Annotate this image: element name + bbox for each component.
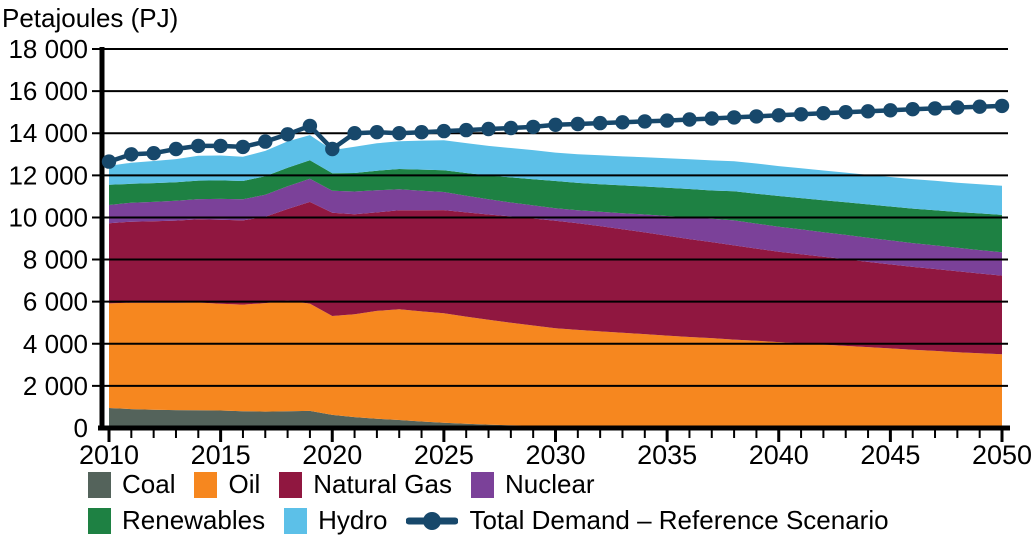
legend-swatch-oil (194, 471, 218, 498)
legend: Coal Oil Natural Gas Nuclear Renewables Hydro… (88, 468, 889, 537)
legend-item-natural-gas: Natural Gas (279, 469, 452, 500)
demand-point (816, 106, 831, 121)
y-axis-unit-title: Petajoules (PJ) (2, 3, 179, 33)
legend-label-oil: Oil (228, 469, 261, 499)
demand-point (838, 105, 853, 120)
demand-point (994, 98, 1010, 114)
demand-point (749, 109, 764, 124)
demand-point (146, 146, 161, 161)
y-axis-tick-label: 8 000 (23, 245, 88, 275)
demand-line-symbol-dot (423, 511, 442, 530)
demand-point (860, 104, 876, 119)
x-axis-tick-label: 2035 (637, 440, 697, 470)
legend-label-nuclear: Nuclear (505, 469, 595, 499)
legend-item-hydro: Hydro (284, 505, 387, 536)
legend-row: Coal Oil Natural Gas Nuclear (88, 468, 889, 501)
demand-point (481, 121, 496, 137)
demand-point (905, 102, 920, 117)
y-axis-tick-label: 14 000 (8, 118, 88, 148)
legend-item-oil: Oil (194, 469, 260, 500)
x-axis-tick-label: 2050 (972, 440, 1031, 470)
demand-point (950, 100, 965, 115)
demand-point (392, 126, 407, 141)
demand-point (213, 138, 228, 154)
demand-point (503, 120, 519, 136)
y-axis-tick-label: 12 000 (8, 160, 88, 190)
y-axis-tick-label: 2 000 (23, 371, 88, 401)
y-axis-tick-label: 10 000 (8, 202, 88, 232)
demand-point (191, 138, 206, 154)
demand-point (972, 99, 987, 114)
demand-point (883, 103, 898, 118)
legend-item-total-demand-reference-scenario: Total Demand – Reference Scenario (406, 505, 889, 536)
demand-point (793, 107, 809, 122)
demand-point (548, 117, 563, 132)
demand-point (347, 126, 362, 141)
demand-point (927, 101, 943, 116)
demand-point (101, 154, 117, 169)
legend-item-renewables: Renewables (88, 505, 265, 536)
legend-item-coal: Coal (88, 469, 175, 500)
legend-row: Renewables Hydro Total Demand – Reference … (88, 504, 889, 537)
demand-point (168, 141, 184, 157)
demand-point (637, 114, 652, 129)
demand-point (369, 125, 385, 140)
y-axis-tick-label: 16 000 (8, 76, 88, 106)
demand-point (124, 147, 139, 162)
legend-label-natural-gas: Natural Gas (313, 469, 452, 499)
legend-label-hydro: Hydro (318, 505, 388, 535)
demand-point (325, 141, 340, 157)
demand-point (682, 112, 697, 127)
area-natural-gas (109, 201, 1002, 355)
demand-point (258, 134, 273, 149)
area-oil (109, 300, 1002, 428)
legend-swatch-coal (88, 471, 111, 498)
x-axis-tick-label: 2025 (414, 440, 474, 470)
demand-point (704, 111, 719, 126)
y-axis-tick-label: 0 (74, 413, 88, 443)
demand-point (235, 139, 251, 155)
x-axis-tick-label: 2010 (79, 440, 139, 470)
demand-point (280, 127, 295, 142)
legend-label-total-demand-reference-scenario: Total Demand – Reference Scenario (469, 505, 889, 535)
x-axis-tick-label: 2020 (302, 440, 362, 470)
y-axis-tick-label: 4 000 (23, 329, 88, 359)
y-axis-tick-label: 6 000 (23, 287, 88, 317)
chart-canvas: 0 2 000 4 000 6 000 8 000 10 000 12 000 14 000 1… (8, 34, 1031, 470)
demand-point (302, 118, 318, 134)
demand-point (592, 115, 608, 131)
x-axis-tick-label: 2040 (749, 440, 809, 470)
demand-point (615, 115, 630, 130)
demand-point (771, 108, 786, 123)
y-axis-tick-label: 18 000 (8, 34, 88, 64)
legend-swatch-natural-gas (279, 471, 303, 498)
demand-point (659, 113, 675, 128)
area-renewables (109, 160, 1002, 253)
x-axis-tick-label: 2030 (525, 440, 585, 470)
x-axis-tick-label: 2045 (860, 440, 920, 470)
demand-point (459, 122, 474, 138)
area-nuclear (109, 178, 1002, 276)
demand-point (436, 123, 452, 139)
legend-swatch-renewables (88, 507, 111, 534)
legend-swatch-hydro (284, 507, 308, 534)
area-coal (109, 408, 1002, 428)
legend-swatch-nuclear (471, 471, 494, 498)
x-axis-tick-label: 2015 (191, 440, 251, 470)
demand-point (526, 119, 541, 135)
demand-point (414, 125, 429, 140)
legend-label-coal: Coal (122, 469, 176, 499)
demand-point (726, 110, 742, 125)
legend-item-nuclear: Nuclear (471, 469, 595, 500)
legend-label-renewables: Renewables (122, 505, 266, 535)
demand-point (570, 116, 585, 132)
demand-line-symbol-icon (406, 511, 459, 530)
